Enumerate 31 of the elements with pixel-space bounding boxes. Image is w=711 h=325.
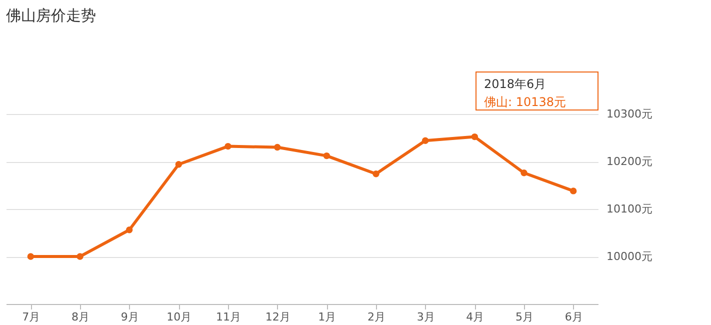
x-tick-label: 2月 <box>368 310 386 324</box>
chart-title: 佛山房价走势 <box>6 6 96 24</box>
text: 佛山: 10138元 <box>484 95 566 109</box>
x-tick-label: 11月 <box>216 310 241 324</box>
x-tick-label: 4月 <box>466 310 484 324</box>
x-tick-label: 3月 <box>416 310 435 324</box>
x-tick-label: 7月 <box>22 310 40 324</box>
text: 2018年6月 <box>484 77 546 91</box>
point <box>27 253 34 260</box>
point <box>274 144 281 151</box>
point <box>76 253 84 260</box>
point <box>126 226 133 234</box>
x-tick-label: 12月 <box>265 310 290 324</box>
y-tick-label: 10300元 <box>606 108 652 120</box>
point <box>372 170 380 178</box>
x-tick-label: 5月 <box>516 310 534 324</box>
point <box>471 133 478 140</box>
y-tick-label: 10200元 <box>606 155 652 168</box>
point <box>570 188 577 194</box>
point <box>422 137 429 144</box>
x-tick-label: 8月 <box>72 310 90 324</box>
point <box>520 170 528 176</box>
x-tick-label: 1月 <box>318 310 336 324</box>
x-tick-label: 6月 <box>564 310 583 324</box>
point <box>175 161 182 168</box>
point <box>224 142 232 150</box>
x-tick-label: 9月 <box>120 310 139 324</box>
point <box>323 152 330 160</box>
y-tick-label: 10100元 <box>606 202 652 216</box>
y-tick-label: 10000元 <box>606 250 652 263</box>
x-tick-label: 10月 <box>166 310 192 324</box>
